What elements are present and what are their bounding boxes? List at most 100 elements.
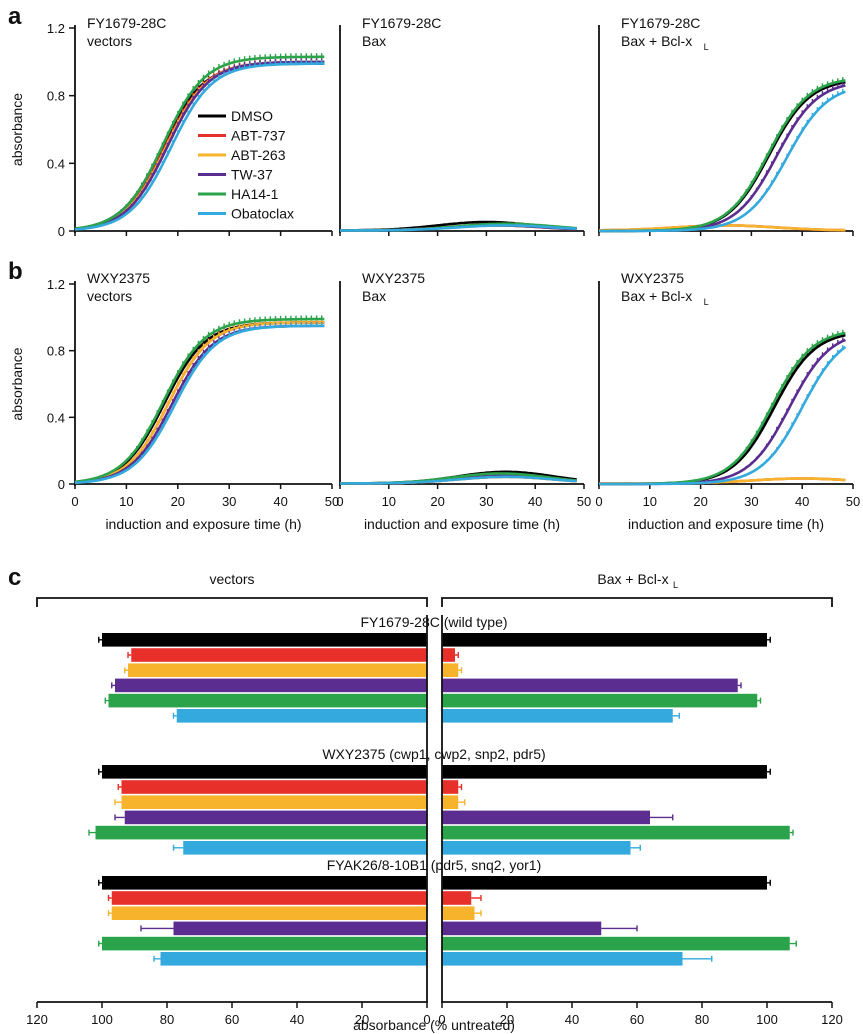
legend-label-DMSO: DMSO: [231, 108, 273, 124]
bar-vectors-ABT-737: [121, 780, 427, 794]
c-x-tick-label: 80: [160, 1012, 174, 1027]
y-tick-label-b: 1.2: [47, 277, 65, 292]
bar-bax-bclxl-TW-37: [442, 678, 738, 693]
error-bar-bax-bclxl-ABT-737: [455, 652, 459, 658]
error-bar-vectors-DMSO: [98, 636, 102, 643]
panel-title-construct: Bax + Bcl-x: [621, 288, 692, 304]
y-tick-label-a: 1.2: [47, 21, 65, 36]
series-line-Obatoclax: [340, 475, 577, 485]
c-x-tick-label: 40: [565, 1012, 579, 1027]
c-x-tick-label: 60: [225, 1012, 239, 1027]
series-line-DMSO: [599, 333, 846, 486]
legend-label-ABT-263: ABT-263: [231, 147, 286, 163]
series-line-ABT-737: [74, 60, 325, 231]
x-tick-label: 40: [273, 494, 287, 509]
legend-label-Obatoclax: Obatoclax: [231, 206, 294, 222]
bar-bax-bclxl-HA14-1: [442, 825, 790, 840]
error-bar-vectors-ABT-737: [107, 895, 112, 901]
bar-bax-bclxl-ABT-737: [442, 648, 455, 662]
y-tick-label-a: 0.4: [47, 156, 65, 171]
series-line-TW-37: [74, 60, 325, 231]
series-line-DMSO: [599, 80, 846, 233]
bar-vectors-ABT-263: [111, 906, 427, 920]
error-bar-vectors-ABT-737: [117, 784, 122, 790]
series-line-DMSO: [74, 321, 325, 484]
bar-bax-bclxl-ABT-263: [442, 795, 459, 809]
error-bar-vectors-TW-37: [114, 814, 125, 821]
error-bar-bax-bclxl-ABT-263: [458, 667, 463, 674]
series-line-Obatoclax: [74, 324, 325, 485]
error-bar-vectors-ABT-263: [114, 799, 122, 806]
bar-vectors-Obatoclax: [183, 841, 427, 855]
series-line-ABT-263: [74, 321, 325, 484]
bar-bax-bclxl-HA14-1: [442, 936, 790, 951]
series-line-HA14-1: [74, 317, 325, 484]
panel-label-c: c: [8, 564, 21, 591]
y-axis-label-a: absorbance: [9, 93, 25, 166]
error-bar-vectors-Obatoclax: [172, 712, 177, 719]
panel-title-construct: Bax + Bcl-x: [621, 33, 692, 49]
bar-vectors-ABT-737: [111, 891, 427, 905]
x-axis-label: induction and exposure time (h): [364, 516, 560, 532]
series-line-HA14-1: [599, 79, 846, 233]
bar-vectors-TW-37: [115, 678, 427, 693]
c-x-tick-label: 0: [423, 1012, 430, 1027]
bar-bax-bclxl-HA14-1: [442, 693, 758, 708]
x-tick-label: 50: [846, 494, 860, 509]
y-tick-label-b: 0: [58, 477, 65, 492]
bar-vectors-Obatoclax: [160, 952, 427, 966]
bar-vectors-DMSO: [102, 633, 427, 647]
c-x-tick-label: 100: [91, 1012, 113, 1027]
series-line-TW-37: [74, 324, 325, 484]
error-bar-vectors-Obatoclax: [153, 955, 161, 962]
error-bar-vectors-DMSO: [98, 768, 102, 775]
c-x-tick-label: 20: [355, 1012, 369, 1027]
bar-vectors-ABT-263: [128, 663, 427, 677]
panel-label-a: a: [8, 3, 22, 30]
bar-bax-bclxl-Obatoclax: [442, 709, 673, 723]
c-x-tick-label: 120: [821, 1012, 843, 1027]
x-tick-label: 30: [744, 494, 758, 509]
x-axis-label: induction and exposure time (h): [628, 516, 824, 532]
bar-bax-bclxl-TW-37: [442, 921, 602, 936]
x-tick-label: 0: [336, 494, 343, 509]
bar-vectors-DMSO: [102, 876, 427, 890]
error-bar-vectors-TW-37: [111, 682, 115, 689]
y-tick-label-b: 0.8: [47, 344, 65, 359]
bar-vectors-Obatoclax: [176, 709, 427, 723]
y-tick-label-a: 0: [58, 224, 65, 239]
error-bars-DMSO: [603, 79, 844, 231]
x-tick-label: 10: [119, 494, 133, 509]
x-tick-label: 10: [643, 494, 657, 509]
bar-bax-bclxl-DMSO: [442, 765, 767, 779]
group-title: FYAK26/8-10B1 (pdr5, snq2, yor1): [327, 857, 542, 873]
error-bar-vectors-HA14-1: [104, 697, 109, 704]
bracket-label-vectors: vectors: [209, 571, 254, 587]
bar-bax-bclxl-DMSO: [442, 876, 767, 890]
series-line-Obatoclax: [340, 224, 577, 232]
panel-title-strain: WXY2375: [87, 270, 150, 286]
panel-title-subscript: L: [704, 297, 709, 307]
error-bar-bax-bclxl-HA14-1: [789, 829, 794, 836]
panel-title-construct: vectors: [87, 288, 132, 304]
bar-bax-bclxl-ABT-737: [442, 780, 459, 794]
error-bar-bax-bclxl-DMSO: [767, 879, 771, 886]
c-x-tick-label: 20: [500, 1012, 514, 1027]
bracket-vectors: [36, 597, 428, 607]
panel-title-strain: WXY2375: [621, 270, 684, 286]
c-x-tick-label: 0: [438, 1012, 445, 1027]
bar-bax-bclxl-DMSO: [442, 633, 767, 647]
x-tick-label: 50: [325, 494, 339, 509]
error-bar-bax-bclxl-Obatoclax: [682, 955, 713, 962]
error-bars-TW-37: [603, 337, 844, 484]
error-bar-bax-bclxl-DMSO: [767, 768, 771, 775]
x-tick-label: 10: [382, 494, 396, 509]
bar-vectors-ABT-263: [121, 795, 427, 809]
error-bar-vectors-ABT-737: [127, 652, 132, 658]
bracket-bax-bclxl: [441, 597, 833, 607]
bar-bax-bclxl-Obatoclax: [442, 952, 683, 966]
bar-vectors-DMSO: [102, 765, 427, 779]
bar-bax-bclxl-ABT-263: [442, 663, 459, 677]
c-x-axis-label: absorbance (% untreated): [353, 1017, 515, 1033]
